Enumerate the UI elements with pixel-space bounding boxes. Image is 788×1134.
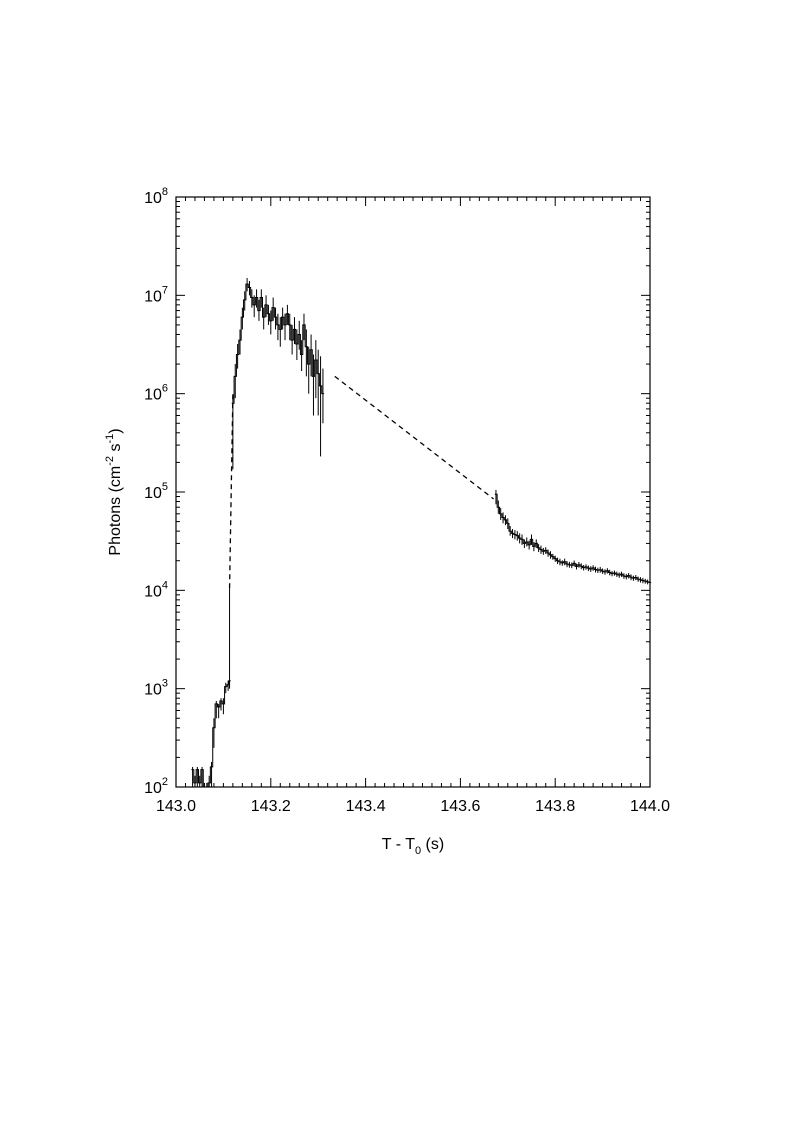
y-axis-label: Photons (cm-2 s-1) bbox=[104, 428, 124, 555]
y-axis-label-main: Photons (cm bbox=[107, 466, 124, 556]
y-tick-label: 102 bbox=[144, 776, 168, 797]
x-tick-label: 143.8 bbox=[535, 798, 575, 815]
y-axis-label-sup2: -1 bbox=[104, 434, 116, 444]
dashed-connector bbox=[228, 393, 234, 589]
y-tick-label: 104 bbox=[144, 579, 168, 600]
x-tick-label: 143.4 bbox=[346, 798, 386, 815]
series-tail bbox=[494, 489, 652, 586]
series-main-peak bbox=[231, 278, 325, 470]
x-axis-label-main: T - T bbox=[382, 836, 415, 853]
y-tick-label: 108 bbox=[144, 186, 168, 207]
axis-ticks bbox=[175, 196, 651, 788]
step-line bbox=[191, 680, 231, 788]
series-rise-gap bbox=[228, 393, 234, 589]
y-axis-label-sup1: -2 bbox=[104, 456, 116, 466]
x-tick-labels: 143.0 143.2 143.4 143.6 143.8 144.0 bbox=[156, 798, 670, 815]
x-axis-label-unit: (s) bbox=[421, 836, 444, 853]
series-decay-gap bbox=[334, 375, 494, 500]
dashed-connector bbox=[334, 375, 494, 500]
y-tick-label: 106 bbox=[144, 383, 168, 404]
series-precursor bbox=[191, 588, 231, 788]
x-tick-label: 144.0 bbox=[630, 798, 670, 815]
x-axis-label: T - T0 (s) bbox=[382, 836, 444, 857]
x-axis-label-subscript: 0 bbox=[415, 845, 421, 857]
y-axis-label-mid: s bbox=[107, 444, 124, 456]
y-tick-label: 103 bbox=[144, 678, 168, 699]
y-tick-label: 105 bbox=[144, 481, 168, 502]
series-layer bbox=[191, 278, 652, 788]
x-tick-label: 143.0 bbox=[156, 798, 196, 815]
step-line bbox=[231, 283, 325, 404]
y-tick-labels: 102 103 104 105 106 107 108 bbox=[144, 186, 168, 797]
x-tick-label: 143.6 bbox=[440, 798, 480, 815]
y-axis-label-end: ) bbox=[107, 428, 124, 433]
step-line bbox=[494, 493, 652, 584]
y-tick-label: 107 bbox=[144, 284, 168, 305]
x-tick-label: 143.2 bbox=[251, 798, 291, 815]
